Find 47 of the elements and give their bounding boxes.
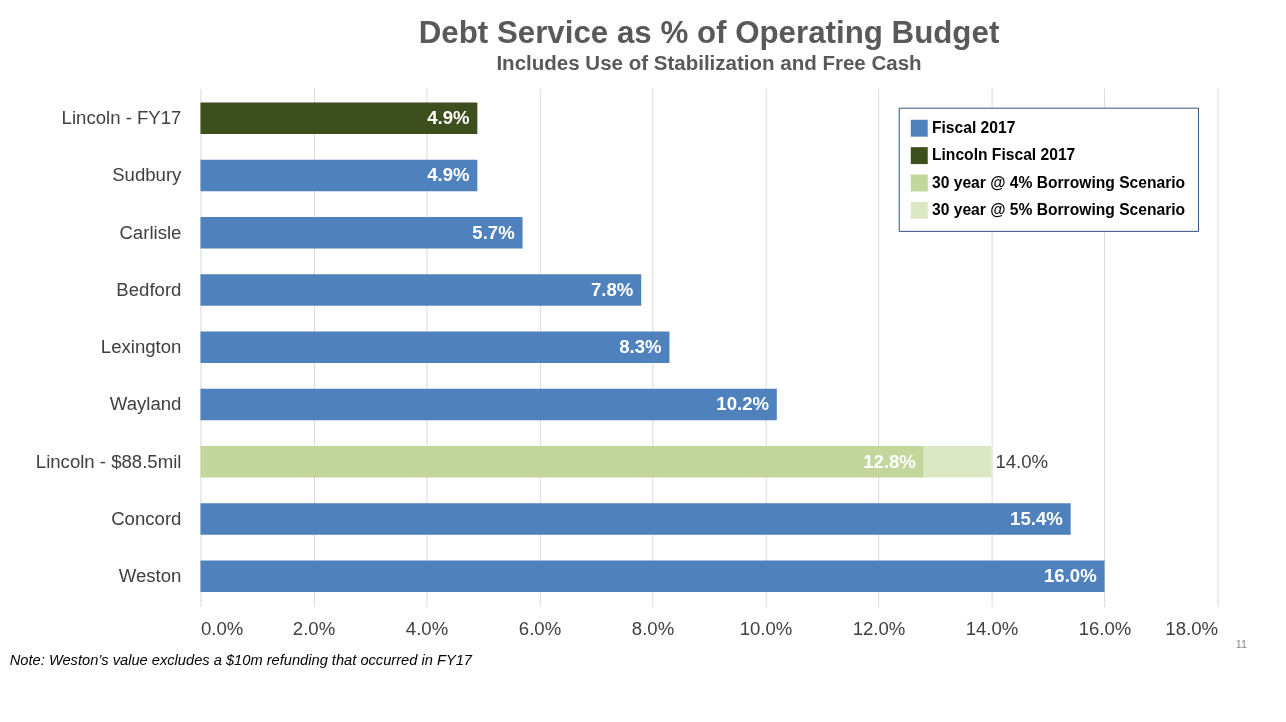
bar xyxy=(200,388,777,421)
y-tick-label: Lexington xyxy=(100,336,182,358)
bar xyxy=(200,503,1071,535)
y-tick-label: Lincoln - $88.5mil xyxy=(35,450,182,472)
bar xyxy=(200,560,1105,593)
x-tick-label: 6.0% xyxy=(518,618,562,640)
data-label: 10.2% xyxy=(716,393,770,415)
x-tick-label: 4.0% xyxy=(405,618,449,640)
x-tick-label: 16.0% xyxy=(1078,618,1132,640)
y-tick-label: Bedford xyxy=(116,278,182,300)
x-tick-label: 10.0% xyxy=(739,618,793,640)
x-tick-label: 0.0% xyxy=(200,618,244,640)
data-label: 12.8% xyxy=(863,450,917,472)
data-label: 15.4% xyxy=(1010,507,1064,529)
x-tick-label: 12.0% xyxy=(852,618,906,640)
data-label: 5.7% xyxy=(472,221,516,243)
bar xyxy=(200,159,478,192)
chart-title: Debt Service as % of Operating Budget xyxy=(418,15,1000,51)
legend-label: Lincoln Fiscal 2017 xyxy=(931,146,1076,164)
x-tick-label: 18.0% xyxy=(1165,618,1219,640)
x-tick-label: 2.0% xyxy=(292,618,336,640)
data-label: 4.9% xyxy=(427,164,470,186)
data-label: 8.3% xyxy=(619,336,663,358)
data-label: 16.0% xyxy=(1044,565,1098,587)
y-tick-label: Sudbury xyxy=(112,164,183,186)
chart-subtitle: Includes Use of Stabilization and Free Cash xyxy=(496,50,922,74)
bar xyxy=(200,216,523,249)
legend-label: 30 year @ 5% Borrowing Scenario xyxy=(931,201,1186,219)
text: Note: Weston’s value excludes a $10m refunding that occurred in FY17 xyxy=(9,652,473,669)
y-tick-label: Wayland xyxy=(109,393,182,415)
y-tick-label: Lincoln - FY17 xyxy=(61,107,182,129)
bar xyxy=(200,274,642,306)
bar xyxy=(923,446,992,478)
x-tick-label: 8.0% xyxy=(631,618,675,640)
y-tick-label: Concord xyxy=(111,507,182,529)
total-label: 14.0% xyxy=(995,450,1049,472)
data-label: 4.9% xyxy=(427,107,470,129)
legend-label: Fiscal 2017 xyxy=(931,119,1016,137)
y-tick-label: Weston xyxy=(118,565,182,587)
bar xyxy=(200,446,924,478)
x-tick-label: 14.0% xyxy=(965,618,1019,640)
legend-label: 30 year @ 4% Borrowing Scenario xyxy=(931,173,1186,191)
bar xyxy=(200,331,670,364)
data-label: 7.8% xyxy=(591,278,634,300)
y-tick-label: Carlisle xyxy=(119,221,182,243)
text: 11 xyxy=(1235,638,1247,651)
bar xyxy=(200,102,478,134)
